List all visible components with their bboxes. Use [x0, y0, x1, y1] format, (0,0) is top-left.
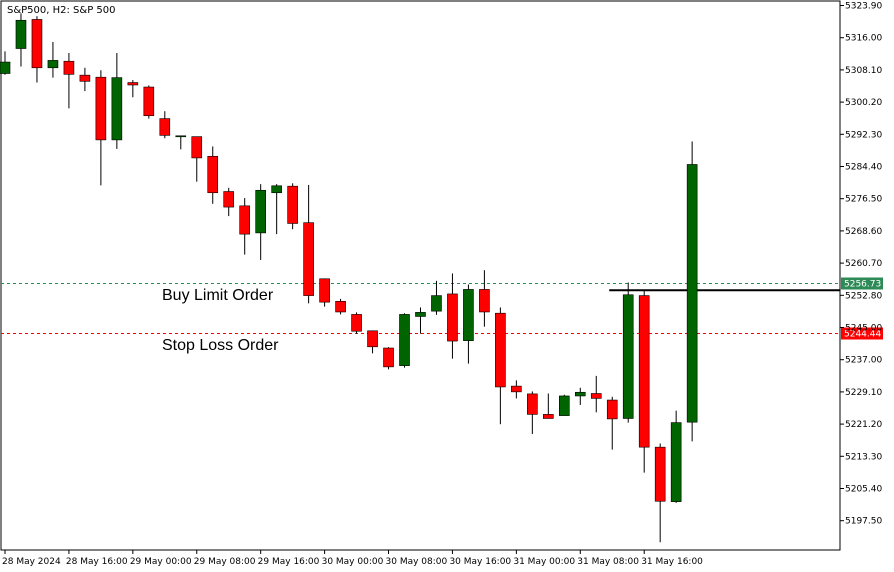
candle-body-16	[255, 189, 266, 234]
candle-body-12	[191, 136, 203, 159]
candle-body-6	[95, 76, 107, 141]
candle-body-8	[127, 82, 139, 86]
candle-body-29	[463, 289, 474, 341]
y-tick-label-10: 5245.00	[845, 324, 882, 334]
candle-body-42	[670, 422, 682, 502]
y-tick-label-0: 5323.90	[845, 2, 882, 12]
candle-body-7	[111, 77, 123, 141]
candle-body-20	[319, 278, 330, 303]
y-tick-label-4: 5292.30	[845, 130, 882, 140]
candle-body-10	[159, 118, 171, 136]
candle-body-38	[606, 399, 618, 420]
candle-body-25	[399, 314, 410, 366]
y-tick-label-6: 5276.50	[845, 195, 882, 205]
candle-body-37	[590, 393, 602, 399]
candle-body-5	[79, 74, 91, 82]
candle-body-28	[447, 293, 458, 342]
annotation-1: Stop Loss Order	[162, 337, 279, 354]
level-label-1: 5244.44	[844, 330, 881, 340]
candle-body-31	[495, 312, 506, 388]
candle-body-4	[63, 60, 75, 75]
candle-body-32	[511, 385, 522, 393]
y-tick-label-14: 5213.30	[845, 452, 882, 462]
candle-body-35	[558, 395, 570, 416]
y-tick-label-7: 5268.60	[845, 227, 882, 237]
x-tick-label-0: 28 May 2024	[2, 557, 61, 567]
candle-body-22	[351, 314, 362, 332]
x-tick-label-6: 30 May 08:00	[386, 557, 448, 567]
y-tick-label-9: 5252.80	[845, 291, 882, 301]
candle-body-21	[335, 301, 346, 313]
candle-body-27	[431, 295, 442, 312]
y-tick-label-8: 5260.70	[845, 259, 882, 269]
level-tag-1	[841, 327, 883, 340]
candle-body-0	[0, 61, 11, 74]
candle-body-11	[175, 135, 187, 138]
level-label-0: 5256.73	[844, 280, 881, 290]
candle-body-14	[223, 191, 235, 208]
level-tag-0	[841, 277, 883, 290]
x-tick-label-9: 31 May 08:00	[577, 557, 639, 567]
x-tick-label-10: 31 May 16:00	[641, 557, 703, 567]
x-tick-label-3: 29 May 08:00	[194, 557, 256, 567]
y-tick-label-15: 5205.40	[845, 485, 882, 495]
x-tick-label-4: 29 May 16:00	[258, 557, 320, 567]
annotation-0: Buy Limit Order	[162, 287, 274, 304]
candle-body-2	[31, 19, 43, 69]
y-tick-label-12: 5229.10	[845, 388, 882, 398]
candle-body-34	[543, 414, 554, 419]
y-tick-label-3: 5300.20	[845, 98, 882, 108]
y-tick-label-16: 5197.50	[845, 517, 882, 527]
candle-body-19	[303, 222, 314, 296]
candle-body-15	[239, 205, 250, 235]
candle-body-39	[622, 294, 634, 419]
chart-title: S&P500, H2: S&P 500	[7, 5, 116, 16]
candle-body-17	[271, 185, 282, 194]
y-tick-label-2: 5308.10	[845, 66, 882, 76]
candle-body-24	[383, 347, 394, 368]
candle-body-18	[287, 185, 298, 224]
candle-body-13	[207, 155, 219, 194]
x-tick-label-5: 30 May 00:00	[322, 557, 384, 567]
y-tick-label-11: 5237.00	[845, 356, 882, 366]
y-tick-label-5: 5284.40	[845, 163, 882, 173]
candle-body-40	[638, 295, 650, 448]
x-tick-label-8: 31 May 00:00	[513, 557, 575, 567]
x-tick-label-7: 30 May 16:00	[449, 557, 511, 567]
x-tick-label-2: 29 May 00:00	[130, 557, 192, 567]
candle-body-26	[415, 312, 426, 317]
candle-body-33	[527, 393, 538, 415]
candle-body-1	[15, 19, 27, 49]
plot-frame	[0, 0, 841, 551]
candle-body-9	[143, 86, 155, 117]
x-tick-label-1: 28 May 16:00	[66, 557, 128, 567]
candle-body-23	[367, 330, 378, 348]
y-tick-label-1: 5316.00	[845, 34, 882, 44]
candle-body-30	[479, 289, 490, 313]
y-tick-label-13: 5221.20	[845, 420, 882, 430]
candle-body-41	[654, 446, 666, 502]
candle-body-43	[686, 164, 698, 423]
candle-body-3	[47, 60, 59, 69]
candle-body-36	[574, 391, 586, 397]
